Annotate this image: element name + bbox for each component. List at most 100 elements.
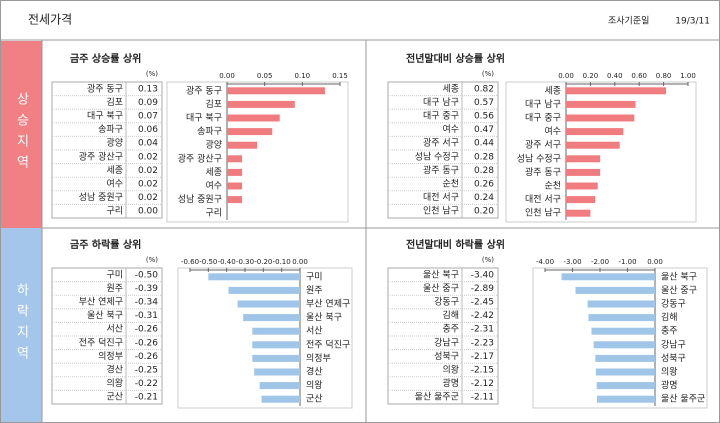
row-value: 0.28 <box>474 166 494 176</box>
row-name: 광주 동구 <box>87 82 123 94</box>
row-value: 0.28 <box>474 152 494 162</box>
section-label: 하락지역 <box>14 283 29 367</box>
bar-label: 대구 남구 <box>525 99 561 110</box>
x-tick-label: 0.60 <box>631 72 647 80</box>
plot-frame <box>532 267 708 409</box>
x-tick-label: -0.20 <box>254 258 272 266</box>
bar <box>566 196 596 204</box>
row-name: 광양 <box>106 137 123 149</box>
row-name: 구미 <box>106 269 123 280</box>
bar-label: 구미 <box>306 271 323 282</box>
row-name: 전주 덕진구 <box>79 337 123 348</box>
row-value: -0.26 <box>135 325 159 335</box>
bar <box>566 182 598 190</box>
bar <box>595 354 655 362</box>
bar-label: 구리 <box>205 208 222 219</box>
row-name: 성남 수정구 <box>415 151 459 162</box>
row-name: 인천 남구 <box>423 206 459 217</box>
row-name: 울산 북구 <box>423 269 459 280</box>
bar-label: 광주 서구 <box>525 139 561 151</box>
bar-label: 대구 중구 <box>525 113 561 124</box>
unit-label: (%) <box>482 70 494 78</box>
bar-label: 강동구 <box>661 299 686 310</box>
page-title: 전세가격 <box>28 13 72 27</box>
bar-label: 의정부 <box>306 353 331 364</box>
bar-label: 울산 울주군 <box>661 394 705 405</box>
x-tick-label: -0.50 <box>199 258 217 266</box>
bar-label: 순천 <box>544 181 561 192</box>
bar-label: 강남구 <box>661 339 686 350</box>
panel-title: 전년말대비 상승률 상위 <box>406 52 505 65</box>
bar <box>587 300 655 308</box>
row-name: 의왕 <box>106 378 123 389</box>
bar <box>252 327 300 335</box>
row-value: 0.02 <box>138 193 158 203</box>
unit-label: (%) <box>146 256 158 264</box>
bar-label: 송파구 <box>197 126 222 137</box>
x-tick-label: -4.00 <box>536 258 554 266</box>
row-name: 성북구 <box>434 351 459 362</box>
bar-label: 서산 <box>306 326 323 337</box>
row-value: 0.24 <box>474 193 494 203</box>
bar-label: 의왕 <box>661 367 678 378</box>
bar-label: 광명 <box>661 379 678 391</box>
row-value: -2.11 <box>471 393 494 403</box>
bar <box>227 100 295 108</box>
bar <box>566 114 635 122</box>
bar <box>566 128 624 136</box>
x-tick-label: -0.30 <box>236 258 254 266</box>
bar <box>227 182 243 190</box>
bar-label: 경산 <box>306 366 323 378</box>
bar-label: 울산 북구 <box>306 312 342 323</box>
row-name: 대구 남구 <box>423 97 459 108</box>
x-tick-label: -1.00 <box>618 258 636 266</box>
unit-label: (%) <box>146 70 158 78</box>
row-value: -0.39 <box>135 284 159 294</box>
row-name: 대구 중구 <box>423 111 459 122</box>
bar-label: 세종 <box>205 167 222 178</box>
bar-label: 광주 광산구 <box>178 152 222 164</box>
row-name: 울산 북구 <box>87 310 123 321</box>
bar <box>596 382 655 390</box>
bar <box>566 100 636 108</box>
row-value: -3.40 <box>471 270 495 280</box>
bar-label: 여수 <box>544 125 561 137</box>
row-name: 의왕 <box>442 365 459 376</box>
row-value: -2.45 <box>471 298 494 308</box>
bar <box>561 273 655 281</box>
row-name: 광주 서구 <box>423 137 459 149</box>
bar <box>593 341 655 349</box>
bar <box>254 368 300 376</box>
bar <box>261 395 300 403</box>
x-tick-label: 0.80 <box>656 72 672 80</box>
bar <box>566 87 667 95</box>
row-name: 김포 <box>106 96 123 108</box>
row-name: 부산 연제구 <box>79 297 123 308</box>
row-value: -2.89 <box>471 284 495 294</box>
row-value: 0.02 <box>138 152 158 162</box>
row-name: 충주 <box>442 324 459 335</box>
bar-label: 대구 북구 <box>186 113 222 124</box>
bar-label: 광양 <box>205 139 222 151</box>
bar-label: 광주 동구 <box>525 166 561 178</box>
bar <box>227 141 258 149</box>
panel-title: 금주 하락률 상위 <box>70 238 141 251</box>
row-value: -2.42 <box>471 311 494 321</box>
bar <box>575 286 655 294</box>
x-tick-label: 0.00 <box>647 258 663 266</box>
row-name: 원주 <box>106 283 123 294</box>
rise-band <box>1 41 42 228</box>
row-value: -2.23 <box>471 338 494 348</box>
bar-label: 부산 연제구 <box>306 299 350 310</box>
x-tick-label: 0.20 <box>583 72 599 80</box>
row-name: 대구 북구 <box>87 111 123 122</box>
row-name: 울산 중구 <box>423 283 459 294</box>
row-value: -2.31 <box>471 325 494 335</box>
bar-label: 성북구 <box>661 353 686 364</box>
row-value: 0.26 <box>474 180 494 190</box>
x-tick-label: -0.40 <box>218 258 236 266</box>
fall-band <box>1 228 42 422</box>
x-tick-label: -3.00 <box>563 258 581 266</box>
bar-label: 울산 중구 <box>661 285 697 296</box>
